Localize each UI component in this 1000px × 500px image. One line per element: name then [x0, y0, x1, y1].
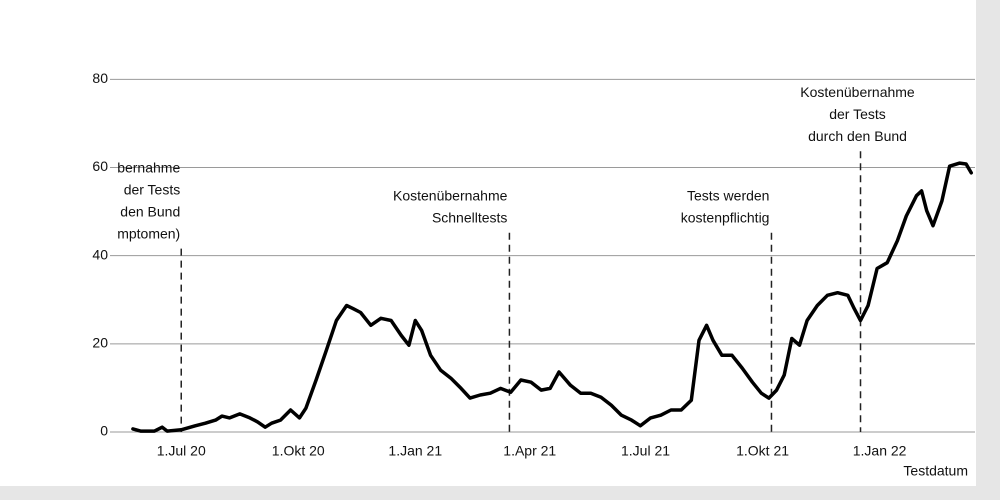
annotation-text: den Bund — [120, 203, 180, 219]
annotation-text: der Tests — [124, 181, 181, 197]
x-tick-label: 1.Okt 21 — [736, 443, 789, 459]
background — [0, 0, 976, 486]
x-tick-label: 1.Jul 20 — [157, 443, 206, 459]
y-tick-label: 80 — [92, 70, 108, 86]
x-tick-label: 1.Jul 21 — [621, 443, 670, 459]
x-axis-label: Testdatum — [903, 463, 968, 479]
annotation-text: bernahme — [117, 159, 180, 175]
x-tick-label: 1.Jan 22 — [853, 443, 907, 459]
plot-area: bernahme der Tests den Bund mptomen) Kostenü… — [117, 84, 973, 433]
annotation-text: durch den Bund — [808, 128, 907, 144]
x-tick-label: 1.Okt 20 — [272, 443, 325, 459]
y-tick-label: 40 — [92, 246, 108, 262]
y-tick-label: 60 — [92, 158, 108, 174]
y-tick-label: 20 — [92, 335, 108, 351]
annotation-text: der Tests — [829, 106, 886, 122]
x-tick-label: 1.Apr 21 — [503, 443, 556, 459]
annotation-text: kostenpflichtig — [681, 209, 770, 225]
annotation-text: Tests werden — [687, 187, 769, 203]
annotation-text: Schnelltests — [432, 209, 507, 225]
y-tick-label: 0 — [100, 423, 108, 439]
annotation-text: Kostenübernahme — [393, 187, 508, 203]
annotation-text: mptomen) — [117, 225, 180, 241]
annotation-text: Kostenübernahme — [800, 84, 915, 100]
data-line — [131, 161, 973, 433]
x-tick-label: 1.Jan 21 — [388, 443, 442, 459]
